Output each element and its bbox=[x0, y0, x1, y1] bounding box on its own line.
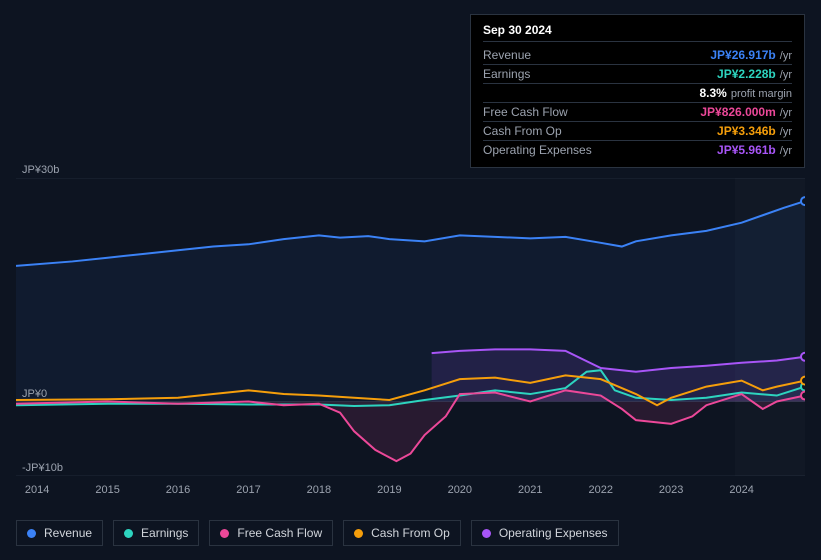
tooltip-row: Earnings JP¥2.228b/yr bbox=[483, 65, 792, 84]
y-axis-label: JP¥30b bbox=[22, 164, 59, 176]
tooltip-label: Operating Expenses bbox=[483, 143, 592, 157]
tooltip-value: JP¥2.228b/yr bbox=[717, 67, 792, 81]
x-axis-label: 2019 bbox=[377, 484, 401, 496]
x-axis-label: 2015 bbox=[95, 484, 119, 496]
tooltip-value: JP¥5.961b/yr bbox=[717, 143, 792, 157]
legend-label: Cash From Op bbox=[371, 526, 450, 540]
legend-label: Free Cash Flow bbox=[237, 526, 322, 540]
legend-dot-icon bbox=[354, 529, 363, 538]
tooltip-row: Revenue JP¥26.917b/yr bbox=[483, 46, 792, 65]
legend-dot-icon bbox=[482, 529, 491, 538]
tooltip-value: JP¥826.000m/yr bbox=[700, 105, 792, 119]
x-axis-label: 2018 bbox=[307, 484, 331, 496]
tooltip-row: Operating Expenses JP¥5.961b/yr bbox=[483, 141, 792, 159]
legend-item-revenue[interactable]: Revenue bbox=[16, 520, 103, 546]
x-axis-label: 2022 bbox=[588, 484, 612, 496]
x-axis-label: 2023 bbox=[659, 484, 683, 496]
tooltip-value: JP¥26.917b/yr bbox=[710, 48, 792, 62]
x-axis-label: 2021 bbox=[518, 484, 542, 496]
tooltip-label: Revenue bbox=[483, 48, 531, 62]
tooltip-row: 8.3%profit margin bbox=[483, 84, 792, 103]
tooltip-value: JP¥3.346b/yr bbox=[717, 124, 792, 138]
tooltip-label: Earnings bbox=[483, 67, 530, 81]
legend-dot-icon bbox=[220, 529, 229, 538]
tooltip-label: Free Cash Flow bbox=[483, 105, 568, 119]
tooltip-label: Cash From Op bbox=[483, 124, 562, 138]
legend-label: Operating Expenses bbox=[499, 526, 608, 540]
chart-legend: Revenue Earnings Free Cash Flow Cash From O… bbox=[16, 520, 619, 546]
legend-item-free-cash-flow[interactable]: Free Cash Flow bbox=[209, 520, 333, 546]
financials-chart bbox=[16, 178, 805, 476]
legend-label: Revenue bbox=[44, 526, 92, 540]
tooltip-row: Cash From Op JP¥3.346b/yr bbox=[483, 122, 792, 141]
x-axis-label: 2024 bbox=[729, 484, 753, 496]
tooltip-value: 8.3%profit margin bbox=[700, 86, 793, 100]
legend-item-operating-expenses[interactable]: Operating Expenses bbox=[471, 520, 619, 546]
legend-dot-icon bbox=[124, 529, 133, 538]
x-axis-label: 2016 bbox=[166, 484, 190, 496]
x-axis-label: 2017 bbox=[236, 484, 260, 496]
legend-item-cash-from-op[interactable]: Cash From Op bbox=[343, 520, 461, 546]
legend-item-earnings[interactable]: Earnings bbox=[113, 520, 199, 546]
tooltip-row: Free Cash Flow JP¥826.000m/yr bbox=[483, 103, 792, 122]
legend-dot-icon bbox=[27, 529, 36, 538]
legend-label: Earnings bbox=[141, 526, 188, 540]
x-axis-label: 2020 bbox=[448, 484, 472, 496]
tooltip-date: Sep 30 2024 bbox=[483, 23, 792, 42]
x-axis-label: 2014 bbox=[25, 484, 49, 496]
y-axis-label: JP¥0 bbox=[22, 388, 47, 400]
chart-tooltip: Sep 30 2024 Revenue JP¥26.917b/yr Earnin… bbox=[470, 14, 805, 168]
y-axis-label: -JP¥10b bbox=[22, 462, 63, 474]
